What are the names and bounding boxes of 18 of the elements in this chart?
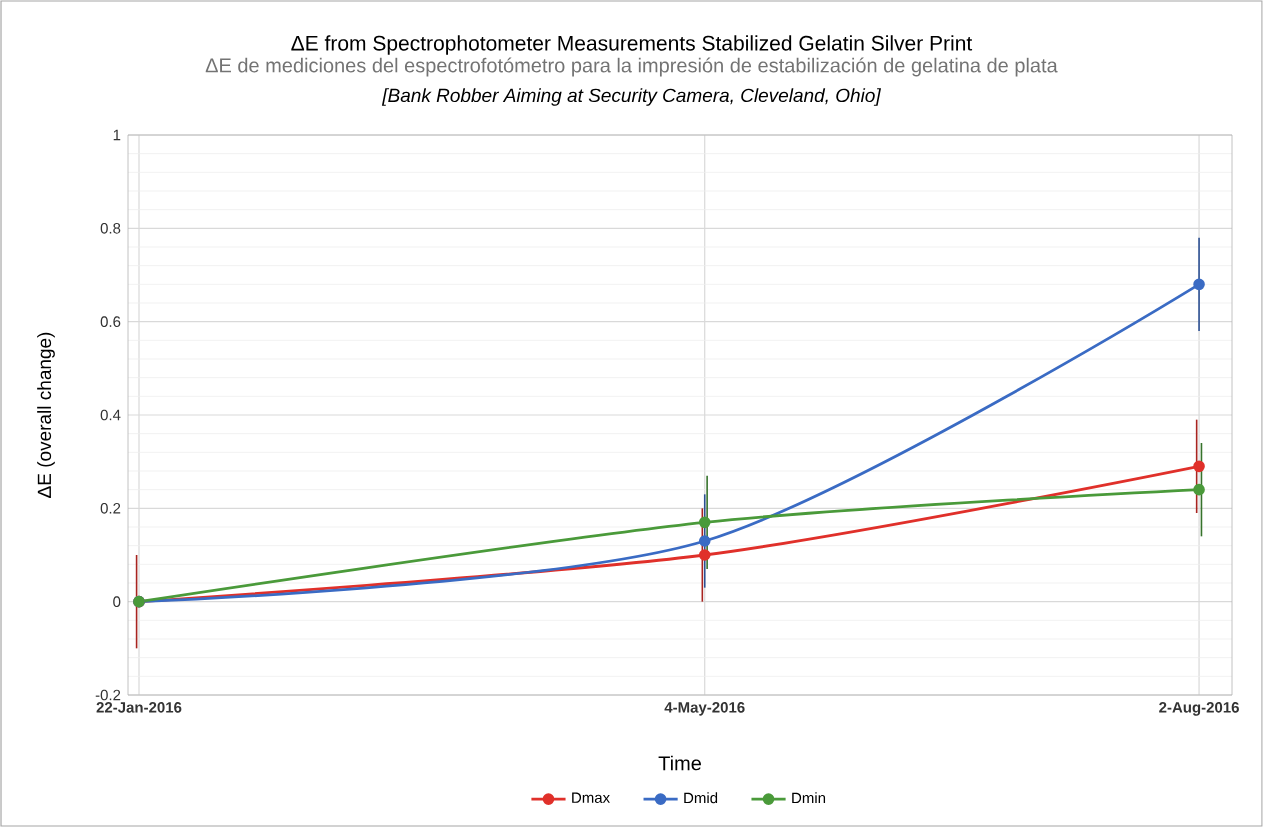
chart-subtitle: ΔE de mediciones del espectrofotómetro para la impresión de estabilización de gelatina de plata [205,57,1058,77]
y-tick-label: 0.6 [100,316,121,327]
y-tick-label: -0.2 [95,689,121,701]
x-tick-label: 22-Jan-2016 [96,702,182,713]
legend-label: Dmin [792,792,826,804]
y-axis-title: ΔE (overall change) [37,332,55,498]
y-tick-label: 0.8 [100,223,121,234]
y-tick-label: 1 [113,129,121,141]
x-axis-title: Time [658,755,701,771]
legend-label: Dmax [572,792,610,803]
y-tick-label: 0 [113,596,121,607]
legend-label: Dmid [684,792,718,804]
x-tick-label: 2-Aug-2016 [1159,702,1239,716]
x-tick-label: 4-May-2016 [664,702,745,716]
chart-title: ΔE from Spectrophotometer Measurements Stabilized Gelatin Silver Print [291,35,973,55]
text: [Bank Robber Aiming at Security Camera, Cleveland, Ohio] [381,88,882,106]
y-tick-label: 0.4 [100,409,121,421]
y-tick-label: 0.2 [100,503,121,514]
